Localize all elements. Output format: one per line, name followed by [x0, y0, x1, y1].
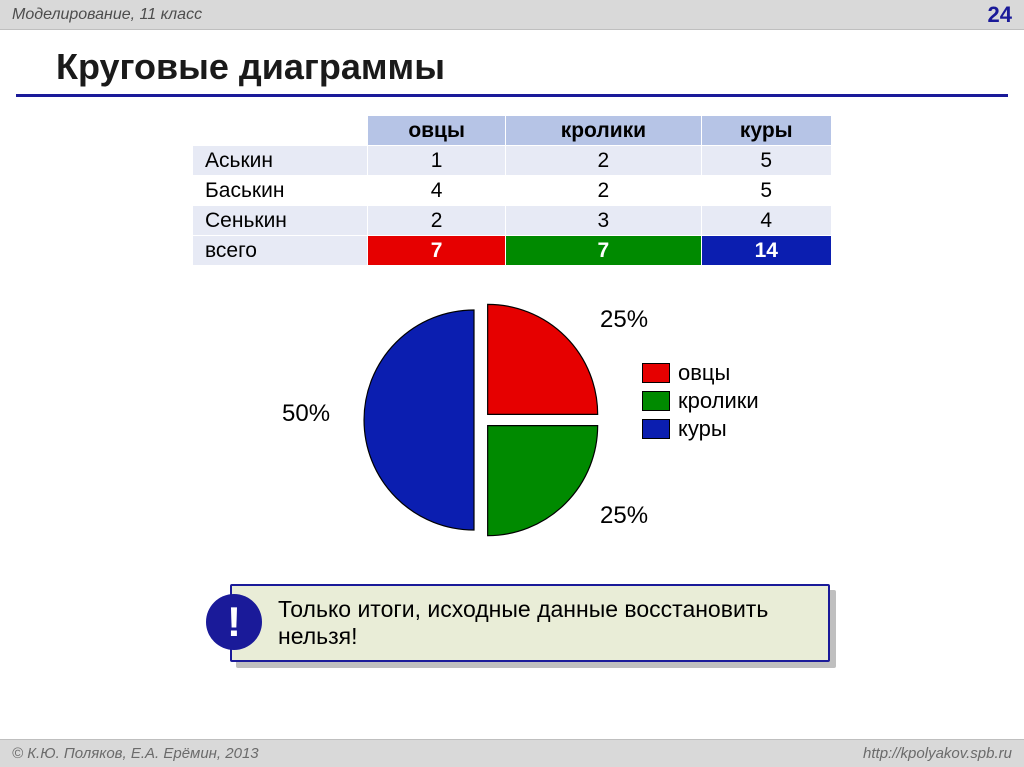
table-total-cell: 7	[368, 236, 506, 266]
note-box: ! Только итоги, исходные данные восстано…	[202, 584, 822, 662]
legend-item: кролики	[642, 388, 759, 414]
page-number: 24	[988, 2, 1012, 28]
table-row-label: Аськин	[193, 146, 368, 176]
table-col-header: кролики	[506, 116, 701, 146]
footer-copyright: © К.Ю. Поляков, Е.А. Ерёмин, 2013	[12, 745, 259, 762]
pie-chart-area: 25% 25% 50% овцы кролики куры	[192, 280, 832, 560]
table-cell: 2	[506, 146, 701, 176]
table-cell: 5	[701, 146, 831, 176]
pie-slice-label: 50%	[282, 400, 330, 428]
header-subject: Моделирование, 11 класс	[12, 6, 202, 24]
legend-swatch	[642, 391, 670, 411]
footer-bar: © К.Ю. Поляков, Е.А. Ерёмин, 2013 http:/…	[0, 739, 1024, 767]
pie-slice-label: 25%	[600, 306, 648, 334]
table-cell: 4	[368, 176, 506, 206]
table-total-cell: 14	[701, 236, 831, 266]
pie-slice	[488, 426, 598, 536]
table-cell: 5	[701, 176, 831, 206]
table-col-header: куры	[701, 116, 831, 146]
table-total-label: всего	[193, 236, 368, 266]
pie-slice-label: 25%	[600, 502, 648, 530]
legend-swatch	[642, 363, 670, 383]
legend-label: кролики	[678, 388, 759, 414]
pie-slice	[488, 304, 598, 414]
pie-legend: овцы кролики куры	[642, 360, 759, 444]
legend-label: куры	[678, 416, 727, 442]
header-bar: Моделирование, 11 класс 24	[0, 0, 1024, 30]
exclamation-icon: !	[206, 594, 262, 650]
table-blank-corner	[193, 116, 368, 146]
note-text: Только итоги, исходные данные восстанови…	[278, 596, 768, 649]
legend-item: куры	[642, 416, 759, 442]
table-total-cell: 7	[506, 236, 701, 266]
table-cell: 2	[506, 176, 701, 206]
data-table: овцы кролики куры Аськин 1 2 5 Баськин 4…	[192, 115, 832, 266]
table-cell: 2	[368, 206, 506, 236]
footer-url: http://kpolyakov.spb.ru	[863, 745, 1012, 762]
page-title: Круговые диаграммы	[16, 30, 1008, 97]
table-cell: 4	[701, 206, 831, 236]
table-row-label: Сенькин	[193, 206, 368, 236]
table-cell: 3	[506, 206, 701, 236]
pie-slice	[364, 310, 474, 530]
legend-label: овцы	[678, 360, 730, 386]
table-row-label: Баськин	[193, 176, 368, 206]
table-cell: 1	[368, 146, 506, 176]
legend-item: овцы	[642, 360, 759, 386]
note: ! Только итоги, исходные данные восстано…	[230, 584, 830, 662]
pie-chart	[352, 290, 612, 550]
table-col-header: овцы	[368, 116, 506, 146]
legend-swatch	[642, 419, 670, 439]
